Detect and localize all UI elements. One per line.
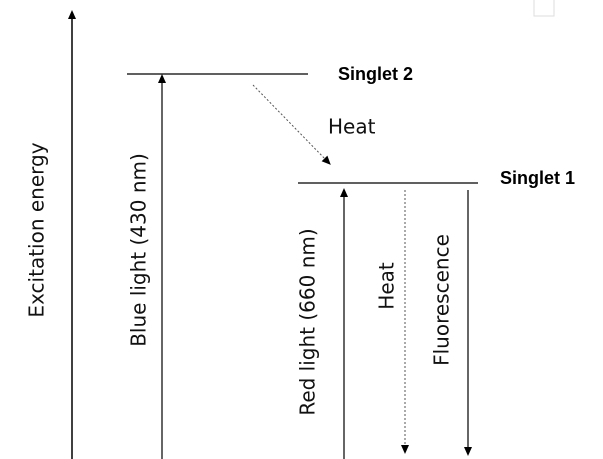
arrow bbox=[252, 84, 331, 165]
transition-label: Heat bbox=[375, 262, 399, 310]
transition-label: Fluorescence bbox=[430, 234, 454, 366]
axis-label: Excitation energy bbox=[25, 142, 49, 317]
level-label: Singlet 2 bbox=[338, 64, 413, 84]
transition-label: Heat bbox=[328, 115, 376, 139]
corner-box bbox=[533, 0, 555, 17]
transition-label: Blue light (430 nm) bbox=[127, 153, 151, 347]
transition-label: Red light (660 nm) bbox=[296, 228, 320, 415]
level-label: Singlet 1 bbox=[500, 168, 575, 188]
